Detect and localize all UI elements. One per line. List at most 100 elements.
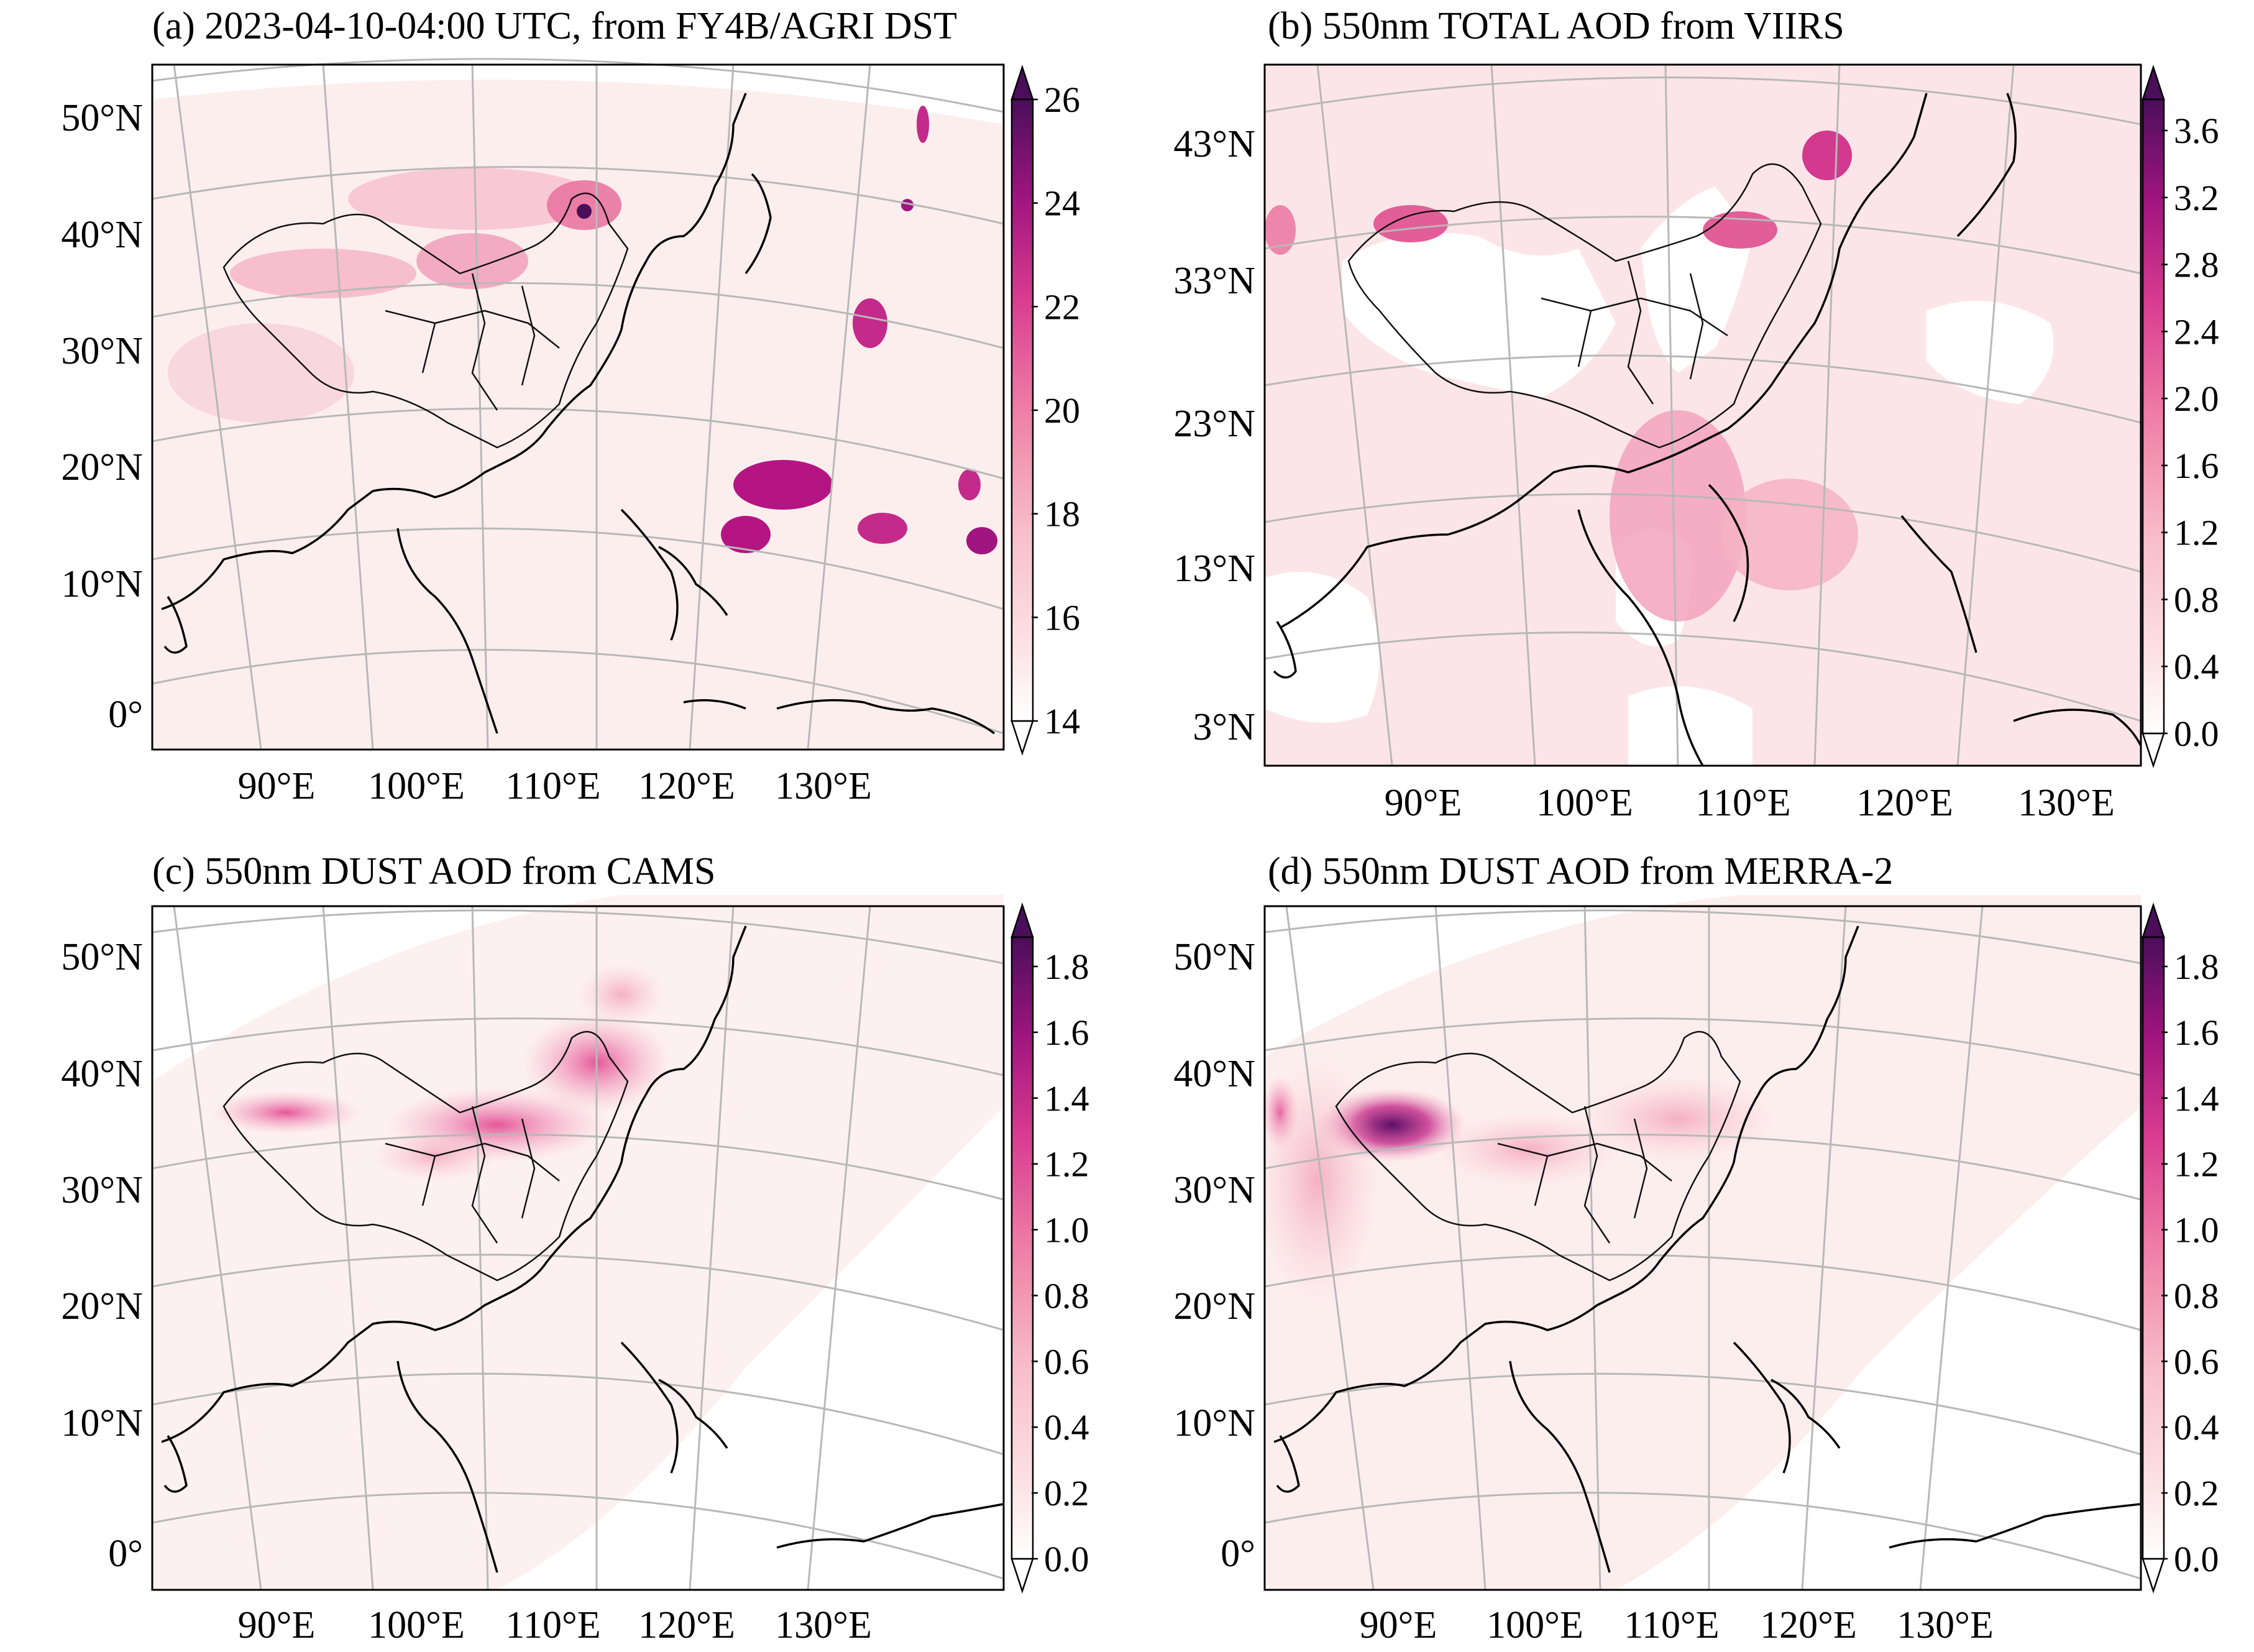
panel-c-title: (c) 550nm DUST AOD from CAMS [152, 850, 715, 893]
lon-label: 90°E [238, 1604, 316, 1646]
panel-a-map [152, 65, 1004, 750]
lon-label: 130°E [775, 1604, 872, 1646]
panel-c-lon-labels: 90°E 100°E 110°E 120°E 130°E [238, 1604, 872, 1646]
lat-label: 10°N [1173, 1402, 1255, 1444]
panel-a-lat-labels: 50°N 40°N 30°N 20°N 10°N 0° [61, 97, 143, 736]
colorbar-tick-label: 2.0 [2174, 379, 2219, 419]
panel-c-colorbar: 0.0 0.2 0.4 0.6 0.8 1.0 1.2 1.4 1.6 1.8 [1010, 902, 1089, 1594]
lat-label: 50°N [1173, 936, 1255, 978]
panel-d-lon-labels: 90°E 100°E 110°E 120°E 130°E [1360, 1604, 1994, 1646]
colorbar-tick-label: 2.4 [2174, 311, 2219, 352]
lat-label: 0° [108, 1533, 143, 1575]
panel-c-gridlines [152, 906, 1004, 1590]
panel-a-title: (a) 2023-04-10-04:00 UTC, from FY4B/AGRI… [152, 5, 957, 47]
panel-b-coastlines [1273, 93, 2142, 766]
lon-label: 130°E [1897, 1604, 1994, 1646]
lat-label: 50°N [61, 936, 143, 978]
lon-label: 130°E [2018, 782, 2115, 824]
lat-label: 40°N [61, 1053, 143, 1095]
lat-label: 40°N [61, 214, 143, 256]
lon-label: 110°E [505, 1604, 600, 1646]
lon-label: 90°E [1360, 1604, 1437, 1646]
colorbar-tick-label: 1.6 [1044, 1012, 1089, 1053]
lat-label: 10°N [61, 563, 143, 605]
colorbar-tick-label: 1.8 [2174, 947, 2219, 987]
colorbar-tick-label: 1.2 [2174, 1144, 2219, 1185]
lat-label: 23°N [1173, 403, 1255, 445]
panel-b-lon-labels: 90°E 100°E 110°E 120°E 130°E [1385, 782, 2115, 824]
lat-label: 0° [108, 694, 143, 736]
panel-d-title: (d) 550nm DUST AOD from MERRA-2 [1268, 850, 1893, 893]
colorbar-tick-label: 0.0 [2174, 1539, 2219, 1579]
colorbar-tick-label: 1.4 [1044, 1078, 1089, 1119]
lat-label: 10°N [61, 1402, 143, 1444]
lon-label: 100°E [1487, 1604, 1583, 1646]
lon-label: 100°E [1536, 782, 1633, 824]
colorbar-tick-label: 1.2 [2174, 513, 2219, 553]
lat-label: 40°N [1173, 1053, 1255, 1095]
colorbar-tick-label: 0.8 [2174, 1275, 2219, 1316]
colorbar-tick-label: 20 [1044, 390, 1080, 431]
lon-label: 110°E [505, 765, 600, 807]
lon-label: 90°E [1385, 782, 1462, 824]
lat-label: 20°N [61, 446, 143, 489]
lat-label: 13°N [1173, 548, 1255, 590]
panel-b: (b) 550nm TOTAL AOD from VIIRS [1173, 5, 2219, 824]
lat-label: 30°N [61, 330, 143, 372]
lon-label: 110°E [1695, 782, 1790, 824]
lat-label: 50°N [61, 97, 143, 139]
colorbar-tick-label: 14 [1044, 701, 1080, 741]
colorbar-tick-label: 18 [1044, 494, 1080, 535]
colorbar-tick-label: 0.6 [2174, 1341, 2219, 1382]
colorbar-tick-label: 2.8 [2174, 245, 2219, 285]
panel-d-borders [1335, 1030, 1741, 1282]
colorbar-tick-label: 3.6 [2174, 111, 2219, 151]
panel-c-borders [222, 1030, 629, 1282]
panel-d-gridlines [1264, 906, 2142, 1590]
lat-label: 43°N [1173, 123, 1255, 165]
panel-a-lon-labels: 90°E 100°E 110°E 120°E 130°E [238, 765, 872, 807]
panel-b-frame [1263, 63, 2142, 767]
colorbar-tick-label: 0.4 [2174, 646, 2219, 687]
panel-c-lat-labels: 50°N 40°N 30°N 20°N 10°N 0° [61, 936, 143, 1575]
panel-b-title: (b) 550nm TOTAL AOD from VIIRS [1268, 5, 1844, 47]
panel-b-borders [1347, 163, 1822, 449]
colorbar-tick-label: 1.0 [1044, 1210, 1089, 1250]
lat-label: 33°N [1173, 260, 1255, 302]
panel-a-colorbar: 14 16 18 20 22 24 26 [1010, 64, 1080, 756]
colorbar-tick-label: 3.2 [2174, 178, 2219, 218]
lon-label: 130°E [775, 765, 872, 807]
panel-d-frame [1263, 905, 2142, 1591]
colorbar-tick-label: 0.4 [1044, 1407, 1089, 1448]
colorbar-tick-label: 0.4 [2174, 1407, 2219, 1448]
colorbar-tick-label: 16 [1044, 597, 1080, 638]
panel-b-colorbar: 0.0 0.4 0.8 1.2 1.6 2.0 2.4 2.8 3.2 3.6 [2142, 64, 2219, 769]
panel-a-coastlines [161, 93, 996, 735]
colorbar-tick-label: 1.6 [2174, 1012, 2219, 1053]
lat-label: 20°N [61, 1285, 143, 1328]
lon-label: 100°E [368, 1604, 465, 1646]
panel-a: (a) 2023-04-10-04:00 UTC, from FY4B/AGRI… [61, 5, 1080, 807]
colorbar-tick-label: 0.0 [1044, 1539, 1089, 1579]
panel-d-lat-labels: 50°N 40°N 30°N 20°N 10°N 0° [1173, 936, 1255, 1575]
colorbar-tick-label: 1.6 [2174, 446, 2219, 486]
panel-a-borders [222, 192, 629, 449]
lon-label: 120°E [1856, 782, 1953, 824]
colorbar-tick-label: 1.8 [1044, 947, 1089, 987]
colorbar-tick-label: 24 [1044, 183, 1080, 224]
colorbar-tick-label: 26 [1044, 80, 1080, 120]
panel-a-gridlines [152, 58, 1004, 750]
panel-d-colorbar: 0.0 0.2 0.4 0.6 0.8 1.0 1.2 1.4 1.6 1.8 [2142, 902, 2219, 1594]
lon-label: 110°E [1624, 1604, 1719, 1646]
lat-label: 20°N [1173, 1285, 1255, 1328]
lat-label: 30°N [1173, 1169, 1255, 1211]
lat-label: 0° [1221, 1533, 1255, 1575]
panel-b-lat-labels: 43°N 33°N 23°N 13°N 3°N [1173, 123, 1255, 748]
colorbar-tick-label: 1.0 [2174, 1210, 2219, 1250]
panel-c-coastlines [161, 925, 1004, 1573]
panel-c-frame [151, 905, 1005, 1591]
colorbar-tick-label: 0.8 [1044, 1275, 1089, 1316]
colorbar-tick-label: 0.8 [2174, 579, 2219, 620]
panel-c: (c) 550nm DUST AOD from CAMS [61, 850, 1089, 1646]
